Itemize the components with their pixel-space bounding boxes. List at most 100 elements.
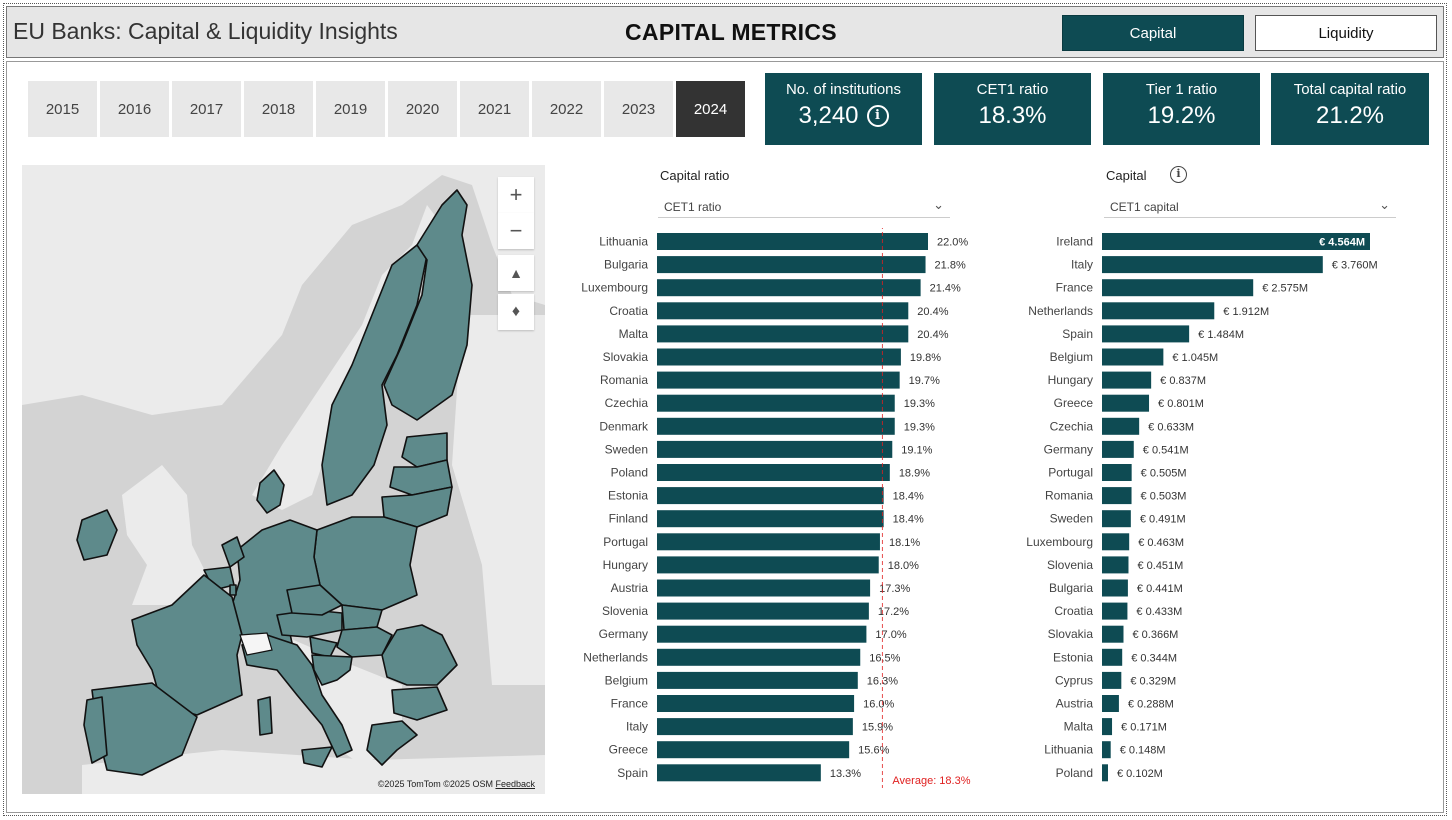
bar[interactable] xyxy=(657,233,928,250)
bar[interactable] xyxy=(1102,417,1140,435)
year-button-2015[interactable]: 2015 xyxy=(28,81,97,137)
category-label: Greece xyxy=(609,743,649,757)
bar[interactable] xyxy=(1102,394,1150,412)
year-button-2017[interactable]: 2017 xyxy=(172,81,241,137)
tilt-icon[interactable]: ▲ xyxy=(498,255,534,291)
category-label: Estonia xyxy=(1053,650,1093,664)
bar[interactable] xyxy=(1102,371,1152,389)
bar[interactable] xyxy=(1102,233,1370,250)
zoom-out-icon[interactable]: − xyxy=(498,213,534,249)
nav-capital-button[interactable]: Capital xyxy=(1062,15,1244,51)
capital-label: Capital xyxy=(1106,168,1147,183)
bar[interactable] xyxy=(657,579,871,597)
year-button-2016[interactable]: 2016 xyxy=(100,81,169,137)
bar[interactable] xyxy=(657,510,884,528)
category-label: Italy xyxy=(626,720,648,734)
bar[interactable] xyxy=(657,440,893,458)
bar[interactable] xyxy=(657,695,855,712)
bar[interactable] xyxy=(1102,556,1129,574)
bar[interactable] xyxy=(1102,625,1124,643)
map-romania xyxy=(381,624,458,686)
map-canvas xyxy=(22,165,545,794)
bar[interactable] xyxy=(657,256,926,274)
bar[interactable] xyxy=(1102,510,1131,528)
bar[interactable] xyxy=(657,533,880,551)
bar[interactable] xyxy=(657,718,853,736)
category-label: Germany xyxy=(599,627,648,641)
data-label: € 0.633M xyxy=(1148,421,1194,433)
map-slovakia xyxy=(341,604,383,631)
bar[interactable] xyxy=(657,671,858,689)
bar[interactable] xyxy=(657,348,901,366)
data-label: € 0.541M xyxy=(1143,444,1189,456)
map-luxembourg xyxy=(229,584,237,596)
bar[interactable] xyxy=(1102,764,1108,782)
bar[interactable] xyxy=(657,764,821,782)
data-label: € 0.288M xyxy=(1128,699,1174,711)
capital-ratio-dropdown[interactable]: CET1 ratio ⌄ xyxy=(658,193,950,218)
bar[interactable] xyxy=(657,325,909,343)
bar[interactable] xyxy=(1102,464,1132,481)
bar[interactable] xyxy=(657,625,867,643)
category-label: Bulgaria xyxy=(604,258,648,272)
data-label: 17.2% xyxy=(878,606,909,618)
map-czechia xyxy=(286,584,343,616)
info-icon[interactable]: i xyxy=(1170,166,1187,183)
bar[interactable] xyxy=(1102,695,1119,712)
bar[interactable] xyxy=(657,648,861,666)
bar[interactable] xyxy=(1102,487,1132,505)
bar[interactable] xyxy=(1102,648,1123,666)
bar[interactable] xyxy=(657,464,890,481)
category-label: Poland xyxy=(611,466,648,480)
map-denmark xyxy=(256,469,285,514)
bar[interactable] xyxy=(1102,279,1254,297)
year-button-2018[interactable]: 2018 xyxy=(244,81,313,137)
nav-liquidity-button[interactable]: Liquidity xyxy=(1255,15,1437,51)
year-button-2021[interactable]: 2021 xyxy=(460,81,529,137)
bar[interactable] xyxy=(657,487,884,505)
bar[interactable] xyxy=(657,394,895,412)
capital-ratio-label: Capital ratio xyxy=(660,168,730,183)
map-portugal xyxy=(83,696,108,764)
bar[interactable] xyxy=(1102,348,1164,366)
bar[interactable] xyxy=(1102,579,1128,597)
bar[interactable] xyxy=(657,371,900,389)
category-label: Austria xyxy=(611,581,649,595)
category-label: Cyprus xyxy=(1055,673,1093,687)
bar[interactable] xyxy=(1102,671,1122,689)
capital-dropdown[interactable]: CET1 capital ⌄ xyxy=(1104,193,1396,218)
year-button-2024[interactable]: 2024 xyxy=(676,81,745,137)
year-button-2023[interactable]: 2023 xyxy=(604,81,673,137)
data-label: 18.1% xyxy=(889,537,920,549)
data-label: € 0.171M xyxy=(1121,722,1167,734)
bar[interactable] xyxy=(657,302,909,320)
year-button-2022[interactable]: 2022 xyxy=(532,81,601,137)
bar[interactable] xyxy=(1102,741,1111,759)
bar[interactable] xyxy=(1102,325,1190,343)
category-label: Romania xyxy=(600,373,648,387)
bar[interactable] xyxy=(657,556,879,574)
category-label: Austria xyxy=(1056,697,1094,711)
data-label: 13.3% xyxy=(830,768,861,780)
data-label: 21.4% xyxy=(930,283,961,295)
bar[interactable] xyxy=(657,417,895,435)
info-icon[interactable]: i xyxy=(866,105,889,127)
data-label: 16.5% xyxy=(869,652,900,664)
year-button-2020[interactable]: 2020 xyxy=(388,81,457,137)
europe-map[interactable]: + − ▲ ♦ ©2025 TomTom ©2025 OSM Feedback xyxy=(22,165,545,794)
bar[interactable] xyxy=(1102,256,1323,274)
bar[interactable] xyxy=(657,741,850,759)
year-button-2019[interactable]: 2019 xyxy=(316,81,385,137)
zoom-in-icon[interactable]: + xyxy=(498,177,534,213)
bar[interactable] xyxy=(1102,440,1134,458)
compass-icon[interactable]: ♦ xyxy=(498,294,534,330)
data-label: € 1.912M xyxy=(1223,306,1269,318)
bar[interactable] xyxy=(657,279,921,297)
bar[interactable] xyxy=(657,602,869,620)
bar[interactable] xyxy=(1102,533,1130,551)
bar[interactable] xyxy=(1102,602,1128,620)
data-label: € 0.463M xyxy=(1138,537,1184,549)
bar[interactable] xyxy=(1102,718,1113,736)
map-feedback-link[interactable]: Feedback xyxy=(495,779,535,789)
bar[interactable] xyxy=(1102,302,1215,320)
